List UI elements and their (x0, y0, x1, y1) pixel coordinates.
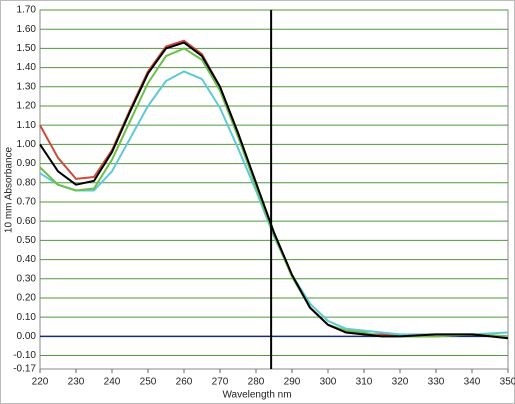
x-tick-label: 330 (428, 377, 445, 388)
x-tick-label: 290 (284, 377, 301, 388)
x-tick-label: 260 (176, 377, 193, 388)
x-tick-label: 310 (356, 377, 373, 388)
x-axis-label: Wavelength nm (222, 390, 291, 401)
y-tick-label: 1.30 (17, 81, 37, 92)
y-tick-label: 0.60 (17, 216, 37, 227)
series-line (39, 70, 509, 336)
x-tick-label: 300 (320, 377, 337, 388)
x-tick-label: 250 (140, 377, 157, 388)
x-tick-label: 280 (248, 377, 265, 388)
y-tick-label: 0.80 (17, 177, 37, 188)
x-tick-label: 230 (68, 377, 85, 388)
y-tick-label: 1.70 (17, 5, 37, 16)
x-tick-label: 270 (212, 377, 229, 388)
y-tick-label: 0.50 (17, 235, 37, 246)
y-tick-label: 1.50 (17, 43, 37, 54)
y-tick-label: 0.20 (17, 293, 37, 304)
x-tick-label: 220 (32, 377, 49, 388)
y-tick-label: 0.90 (17, 158, 37, 169)
x-tick-label: 340 (464, 377, 481, 388)
y-tick-label: 1.40 (17, 62, 37, 73)
series-line (39, 41, 509, 340)
y-axis-label: 10 mm Absorbance (4, 146, 15, 233)
y-tick-label: 0.10 (17, 312, 37, 323)
y-tick-label: 0.40 (17, 254, 37, 265)
y-tick-label: 1.60 (17, 24, 37, 35)
y-tick-label: 0.00 (17, 331, 37, 342)
y-tick-label: 0.70 (17, 197, 37, 208)
x-tick-label: 240 (104, 377, 121, 388)
y-tick-label: 1.10 (17, 120, 37, 131)
plot-area (39, 9, 509, 370)
y-tick-label: -0.10 (13, 350, 36, 361)
x-tick-label: 320 (392, 377, 409, 388)
y-tick-label: 1.20 (17, 101, 37, 112)
y-tick-label: 0.30 (17, 273, 37, 284)
y-tick-label: -0.17 (13, 364, 36, 375)
x-tick-label: 350 (500, 377, 515, 388)
y-tick-label: 1.00 (17, 139, 37, 150)
